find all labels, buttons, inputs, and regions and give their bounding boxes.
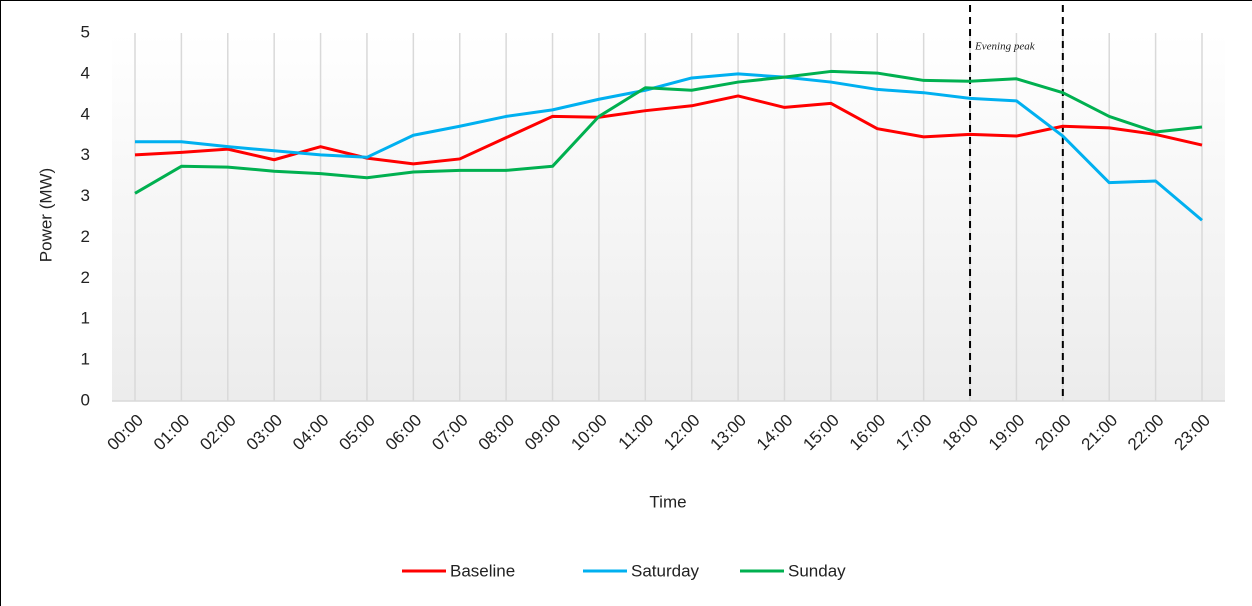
y-tick-label: 2 — [81, 227, 90, 246]
y-tick-label: 3 — [81, 145, 90, 164]
y-tick-label: 4 — [81, 63, 90, 82]
x-tick-label: 13:00 — [707, 411, 751, 455]
y-tick-label: 1 — [81, 309, 90, 328]
y-axis-title: Power (MW) — [36, 168, 55, 262]
x-tick-label: 17:00 — [892, 411, 936, 455]
x-tick-label: 12:00 — [660, 411, 704, 455]
y-tick-label: 4 — [81, 104, 90, 123]
x-tick-label: 05:00 — [335, 411, 379, 455]
series-line — [134, 69, 1203, 195]
x-tick-label: 08:00 — [475, 411, 519, 455]
x-tick-label: 15:00 — [799, 411, 843, 455]
y-tick-label: 1 — [81, 350, 90, 369]
y-tick-label: 3 — [81, 186, 90, 205]
lines — [134, 69, 1203, 222]
x-tick-label: 02:00 — [196, 411, 240, 455]
x-tick-label: 04:00 — [289, 411, 333, 455]
x-tick-label: 01:00 — [150, 411, 194, 455]
y-tick-label: 0 — [81, 390, 90, 409]
x-tick-label: 22:00 — [1124, 411, 1168, 455]
x-tick-label: 10:00 — [567, 411, 611, 455]
x-tick-label: 19:00 — [985, 411, 1029, 455]
x-tick-label: 11:00 — [615, 411, 658, 454]
y-tick-label: 2 — [81, 268, 90, 287]
x-tick-label: 14:00 — [753, 411, 797, 455]
x-tick-label: 16:00 — [846, 411, 890, 455]
grid — [112, 5, 1225, 402]
x-tick-label: 18:00 — [939, 411, 983, 455]
x-tick-label: 03:00 — [243, 411, 287, 455]
x-tick-label: 06:00 — [382, 411, 426, 455]
series-line — [134, 94, 1203, 166]
series-line — [135, 72, 1203, 222]
legend-label: Sunday — [788, 561, 846, 580]
x-tick-label: 21:00 — [1078, 411, 1122, 455]
x-tick-label: 07:00 — [428, 411, 472, 455]
x-tick-label: 09:00 — [521, 411, 565, 455]
x-tick-label: 20:00 — [1031, 411, 1075, 455]
legend-label: Baseline — [450, 561, 515, 580]
x-tick-label: 00:00 — [103, 411, 147, 455]
plot-area — [112, 33, 1225, 401]
x-tick-label: 23:00 — [1170, 411, 1214, 455]
x-axis-title: Time — [649, 492, 686, 511]
y-tick-label: 5 — [81, 22, 90, 41]
annotation: Evening peak — [974, 41, 1036, 53]
legend-label: Saturday — [631, 561, 700, 580]
